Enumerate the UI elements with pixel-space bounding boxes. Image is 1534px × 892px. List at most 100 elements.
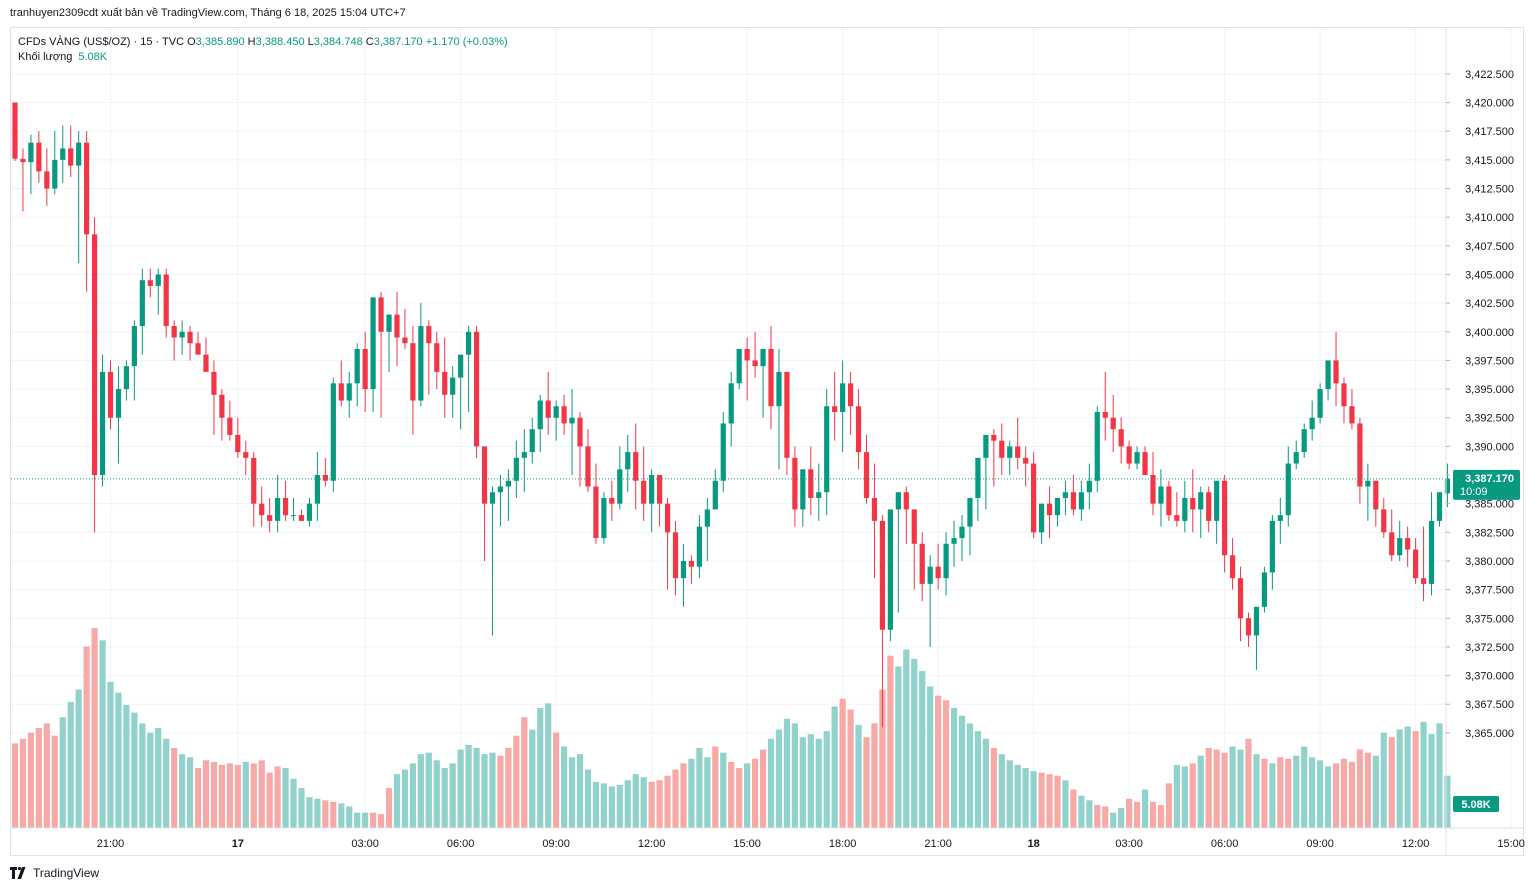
volume-bar	[561, 746, 568, 828]
volume-bar	[473, 748, 480, 828]
volume-bar	[919, 671, 926, 828]
candle-body	[251, 457, 257, 504]
candle-body	[720, 423, 726, 481]
candle-body	[362, 348, 368, 390]
volume-bar	[393, 774, 401, 828]
candle-body	[521, 452, 527, 458]
legend-symbol[interactable]: CFDs VÀNG (US$/OZ) · 15 · TVC	[18, 36, 185, 48]
volume-bar	[759, 749, 767, 828]
candle-body	[824, 406, 830, 493]
volume-bar	[346, 806, 353, 828]
candle-body	[1237, 578, 1244, 619]
volume-bar	[481, 754, 488, 828]
candle-body	[601, 497, 607, 539]
y-tick-label: 3,385.000	[1465, 499, 1514, 511]
candle-body	[219, 394, 225, 418]
y-tick-label: 3,402.500	[1465, 298, 1514, 310]
volume-bar	[1301, 746, 1308, 828]
candle-body	[744, 348, 750, 361]
volume-bar	[1022, 768, 1029, 828]
legend-volume-row: Khối lượng 5.08K	[18, 50, 508, 65]
volume-bar	[568, 757, 576, 828]
volume-bar	[513, 735, 520, 828]
volume-bar	[505, 748, 512, 828]
candle-body	[696, 526, 702, 567]
volume-bar	[640, 777, 647, 828]
candle-body	[816, 492, 822, 498]
candle-body	[489, 492, 496, 504]
volume-bar	[831, 706, 838, 828]
volume-bar	[624, 780, 631, 828]
candle-body	[1158, 486, 1164, 504]
volume-bar	[1197, 755, 1204, 828]
candle-body	[410, 343, 416, 401]
volume-bar	[75, 689, 82, 828]
candle-body	[473, 331, 480, 447]
candle-body	[593, 486, 599, 539]
candle-body	[1222, 480, 1228, 556]
volume-bar	[1133, 801, 1141, 828]
volume-bar	[990, 748, 997, 828]
footer-brand[interactable]: TradingView	[10, 866, 99, 880]
legend-low-value: 3,384.748	[313, 36, 363, 48]
volume-bar	[1245, 738, 1252, 828]
volume-bar	[1317, 760, 1324, 828]
volume-bar	[1324, 766, 1332, 828]
volume-bar	[1253, 754, 1260, 828]
volume-bar	[879, 689, 886, 828]
volume-bar	[783, 718, 791, 828]
volume-bar	[1157, 804, 1165, 828]
volume-bar	[1038, 772, 1045, 828]
volume-bar	[1014, 764, 1021, 828]
candle-body	[378, 297, 384, 332]
volume-bar	[179, 754, 186, 828]
candle-body	[1325, 360, 1331, 390]
volume-bar	[1277, 757, 1284, 828]
y-tick-label: 3,407.500	[1465, 241, 1514, 253]
volume-bar	[107, 681, 114, 828]
candle-body	[1229, 555, 1236, 579]
volume-bar	[744, 763, 751, 828]
candle-body	[1015, 446, 1021, 458]
candle-body	[394, 314, 400, 338]
volume-bar	[377, 814, 385, 828]
candle-body	[975, 457, 981, 498]
volume-bar	[1070, 789, 1077, 828]
candle-body	[927, 566, 933, 584]
candle-body	[1317, 389, 1323, 418]
x-tick-label: 18	[1027, 838, 1039, 850]
candle-body	[91, 234, 98, 476]
y-tick-label: 3,370.000	[1465, 671, 1514, 683]
candle-body	[800, 469, 806, 510]
volume-bar	[855, 724, 862, 828]
candle-body	[1365, 480, 1371, 487]
candle-body	[752, 360, 758, 367]
candle-body	[314, 475, 321, 504]
candle-body	[346, 383, 352, 401]
volume-bar	[616, 784, 623, 828]
x-tick-label: 09:00	[542, 838, 570, 850]
candle-body	[211, 371, 217, 395]
candle-body	[545, 400, 551, 418]
volume-bar	[425, 752, 432, 828]
y-tick-label: 3,420.000	[1465, 98, 1514, 110]
candle-body	[290, 515, 297, 517]
candle-body	[370, 297, 376, 390]
candle-body	[171, 326, 177, 338]
volume-bar	[688, 758, 695, 828]
x-tick-label: 18:00	[829, 838, 857, 850]
volume-bar	[998, 754, 1005, 828]
candle-body	[1054, 497, 1061, 516]
candle-body	[784, 371, 790, 458]
volume-bar	[1181, 766, 1188, 828]
candle-body	[1293, 452, 1299, 464]
candle-body	[227, 417, 233, 435]
volume-bar	[751, 758, 759, 828]
legend-volume-label[interactable]: Khối lượng	[18, 51, 73, 63]
candle-body	[847, 383, 854, 407]
volume-bar	[314, 798, 321, 828]
volume-bar	[1428, 734, 1435, 828]
volume-bar	[887, 655, 894, 828]
volume-bar	[139, 723, 146, 828]
